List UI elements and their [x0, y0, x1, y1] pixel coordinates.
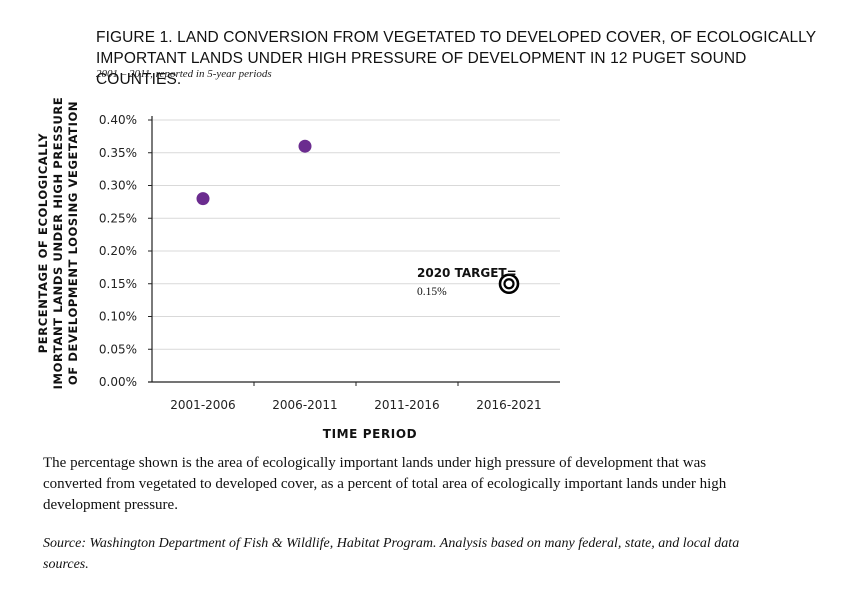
figure-source: Source: Washington Department of Fish & … — [43, 536, 740, 572]
x-tick-label: 2001-2006 — [170, 398, 235, 412]
x-tick-label: 2006-2011 — [272, 398, 337, 412]
gridlines — [152, 119, 560, 350]
data-points — [196, 139, 312, 206]
y-axis-title-line: PERCENTAGE OF ECOLOGICALLY — [36, 133, 50, 354]
x-tick-label: 2011-2016 — [374, 398, 439, 412]
y-axis-title-line: IMORTANT LANDS UNDER HIGH PRESSURE — [51, 97, 65, 390]
y-tick-label: 0.35% — [99, 146, 137, 160]
y-tick-label: 0.20% — [99, 244, 137, 258]
x-axis-title: TIME PERIOD — [323, 427, 417, 441]
target-value-label: 0.15% — [417, 286, 447, 298]
y-tick-label: 0.15% — [99, 277, 137, 291]
figure-subtitle: 2001 – 2011, reported in 5-year periods — [96, 68, 272, 80]
y-tick-label: 0.10% — [99, 310, 137, 324]
x-tick-label: 2016-2021 — [476, 398, 541, 412]
figure-caption: The percentage shown is the area of ecol… — [43, 455, 727, 513]
y-tick-label: 0.30% — [99, 179, 137, 193]
y-tick-label: 0.25% — [99, 211, 137, 225]
y-tick-label: 0.00% — [99, 375, 137, 389]
axes — [148, 116, 560, 386]
chart: 0.00% 0.05% 0.10% 0.15% 0.20% 0.25% 0.30% 0.35%… — [36, 97, 560, 441]
y-axis-title-line: OF DEVELOPMENT LOOSING VEGETATION — [66, 101, 80, 385]
y-tick-labels: 0.00% 0.05% 0.10% 0.15% 0.20% 0.25% 0.30% 0.35%… — [99, 113, 137, 389]
target-marker-inner — [503, 278, 515, 290]
y-axis-title: PERCENTAGE OF ECOLOGICALLYIMORTANT LANDS… — [36, 97, 80, 390]
data-point — [196, 192, 210, 206]
target-label: 2020 TARGET= — [417, 266, 517, 280]
data-point — [298, 139, 312, 153]
target-marker-group: 2020 TARGET= 0.15% — [417, 266, 520, 298]
y-tick-label: 0.05% — [99, 342, 137, 356]
figure-title: FIGURE 1. LAND CONVERSION FROM VEGETATED… — [96, 29, 816, 88]
x-tick-labels: 2001-2006 2006-2011 2011-2016 2016-2021 — [170, 398, 541, 412]
y-tick-label: 0.40% — [99, 113, 137, 127]
